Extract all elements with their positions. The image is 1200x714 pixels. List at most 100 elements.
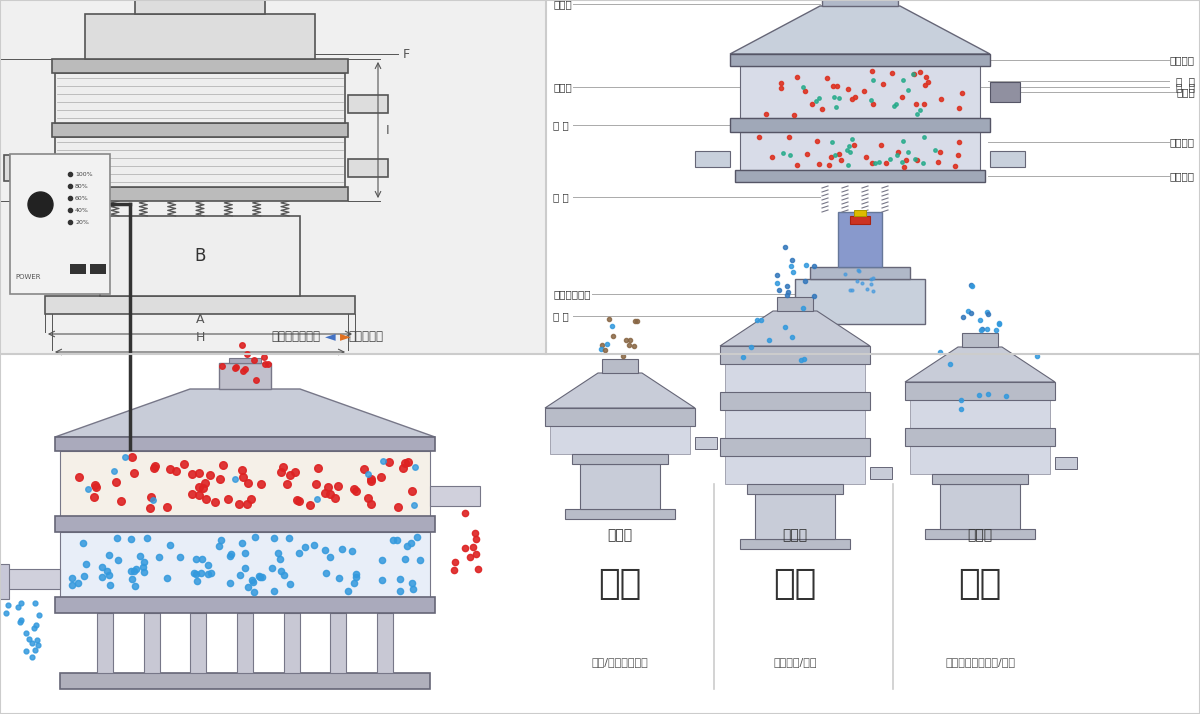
Bar xyxy=(229,358,262,363)
Text: 外形尺寸示意图: 外形尺寸示意图 xyxy=(271,329,320,343)
Bar xyxy=(962,333,998,347)
Text: 弹 簧: 弹 簧 xyxy=(553,192,569,202)
Text: 三层式: 三层式 xyxy=(782,528,808,542)
Bar xyxy=(100,216,300,296)
Bar xyxy=(725,410,865,438)
Bar xyxy=(990,151,1025,167)
Bar xyxy=(720,438,870,456)
Text: 出料口: 出料口 xyxy=(553,82,571,92)
Text: 下部重锤: 下部重锤 xyxy=(1170,171,1195,181)
Bar xyxy=(550,426,690,454)
Bar xyxy=(10,154,110,294)
Bar xyxy=(725,364,865,392)
Text: 网  架: 网 架 xyxy=(1176,82,1195,92)
Text: 束 环: 束 环 xyxy=(553,120,569,130)
Bar xyxy=(377,613,394,673)
Bar xyxy=(602,359,638,373)
Bar xyxy=(0,564,10,599)
Bar xyxy=(932,474,1028,484)
Text: F: F xyxy=(403,48,410,61)
Bar xyxy=(348,95,388,113)
Text: A: A xyxy=(196,313,204,326)
Bar xyxy=(0,354,1200,714)
Bar xyxy=(545,408,695,426)
Bar xyxy=(4,155,10,181)
Text: 去除液体中的颗粒/异物: 去除液体中的颗粒/异物 xyxy=(946,657,1015,667)
Polygon shape xyxy=(720,311,870,346)
Bar xyxy=(52,187,348,201)
Text: 防尘盖: 防尘盖 xyxy=(553,0,571,9)
Text: 筛  盘: 筛 盘 xyxy=(1176,76,1195,86)
Bar xyxy=(55,73,346,123)
Polygon shape xyxy=(905,347,1055,382)
Bar xyxy=(52,59,348,73)
Bar xyxy=(850,216,870,224)
Text: 机 座: 机 座 xyxy=(553,311,569,321)
Bar xyxy=(55,597,436,613)
Bar xyxy=(734,170,985,182)
Text: ◄: ◄ xyxy=(325,329,336,343)
Bar xyxy=(90,264,106,274)
Text: 双层式: 双层式 xyxy=(967,528,992,542)
Bar xyxy=(55,437,436,451)
Text: 80%: 80% xyxy=(74,183,89,188)
Polygon shape xyxy=(545,373,695,408)
Bar xyxy=(70,264,86,274)
Bar xyxy=(740,66,980,118)
Text: 过滤: 过滤 xyxy=(773,567,817,601)
Bar xyxy=(755,494,835,539)
Bar xyxy=(144,613,160,673)
Bar xyxy=(822,0,898,6)
Polygon shape xyxy=(55,389,436,437)
Bar xyxy=(720,346,870,364)
Bar xyxy=(430,486,480,506)
Text: 颗粒/粉末准确分级: 颗粒/粉末准确分级 xyxy=(592,657,648,667)
Text: 20%: 20% xyxy=(74,219,89,224)
Text: 运输固定螺栓: 运输固定螺栓 xyxy=(553,289,590,299)
Text: 单层式: 单层式 xyxy=(607,528,632,542)
Text: H: H xyxy=(196,331,205,344)
Text: 40%: 40% xyxy=(74,208,89,213)
Bar xyxy=(191,613,206,673)
Bar xyxy=(7,159,52,177)
Bar xyxy=(60,673,430,689)
Bar xyxy=(97,613,113,673)
Bar xyxy=(940,484,1020,529)
Bar xyxy=(925,529,1034,539)
Bar xyxy=(134,0,265,14)
Bar xyxy=(330,613,347,673)
Bar xyxy=(0,0,546,354)
Bar xyxy=(740,539,850,549)
Bar xyxy=(55,516,436,532)
Bar xyxy=(60,532,430,597)
Bar xyxy=(60,451,430,516)
Bar xyxy=(778,297,814,311)
Text: 除杂: 除杂 xyxy=(959,567,1002,601)
Bar xyxy=(870,467,892,479)
Bar xyxy=(910,400,1050,428)
Bar xyxy=(5,569,60,589)
Bar xyxy=(740,132,980,170)
Bar xyxy=(695,151,730,167)
Text: 加重块: 加重块 xyxy=(1176,87,1195,97)
Bar xyxy=(46,296,355,314)
Bar xyxy=(810,267,910,279)
Text: 100%: 100% xyxy=(74,171,92,176)
Bar xyxy=(730,118,990,132)
Text: 去除异物/结块: 去除异物/结块 xyxy=(773,657,817,667)
Bar xyxy=(55,137,346,187)
Text: 结构示意图: 结构示意图 xyxy=(348,329,383,343)
Bar xyxy=(85,14,314,59)
Bar xyxy=(283,613,300,673)
Text: ►: ► xyxy=(340,329,350,343)
Text: 分级: 分级 xyxy=(599,567,642,601)
Bar xyxy=(854,210,866,216)
Bar xyxy=(695,437,718,449)
Text: 振动电机: 振动电机 xyxy=(1170,137,1195,147)
Bar xyxy=(52,123,348,137)
Bar xyxy=(580,464,660,509)
Bar xyxy=(910,446,1050,474)
Bar xyxy=(220,363,271,389)
Bar xyxy=(546,0,1200,354)
Bar xyxy=(725,456,865,484)
